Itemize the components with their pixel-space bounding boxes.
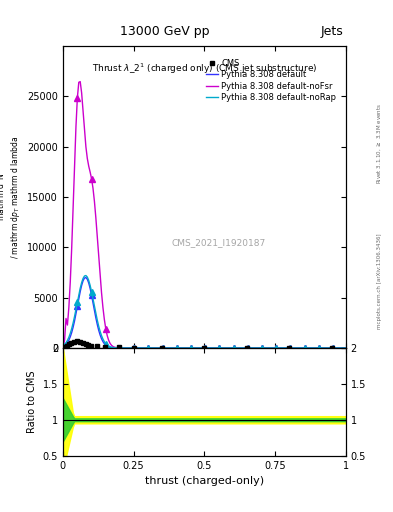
- X-axis label: thrust (charged-only): thrust (charged-only): [145, 476, 264, 486]
- Line: Pythia 8.308 default-noFsr: Pythia 8.308 default-noFsr: [63, 81, 346, 348]
- Text: Jets: Jets: [321, 26, 344, 38]
- Pythia 8.308 default-noRap: [84, 272, 88, 279]
- Pythia 8.308 default-noFsr: [331, 345, 335, 351]
- Pythia 8.308 default-noRap: [343, 345, 348, 351]
- Text: 13000 GeV pp: 13000 GeV pp: [120, 26, 210, 38]
- CMS: [66, 342, 71, 348]
- Line: CMS: CMS: [62, 339, 334, 350]
- Line: Pythia 8.308 default: Pythia 8.308 default: [63, 278, 346, 348]
- CMS: [329, 345, 334, 351]
- CMS: [80, 340, 85, 346]
- Pythia 8.308 default-noRap: [115, 345, 119, 351]
- Pythia 8.308 default-noRap: [321, 345, 325, 351]
- CMS: [63, 344, 68, 350]
- CMS: [131, 345, 136, 351]
- CMS: [94, 344, 99, 350]
- Text: Thrust $\lambda\_2^1$ (charged only) (CMS jet substructure): Thrust $\lambda\_2^1$ (charged only) (CM…: [92, 61, 317, 76]
- Pythia 8.308 default: [72, 318, 77, 324]
- Pythia 8.308 default: [61, 344, 66, 350]
- CMS: [72, 339, 77, 345]
- CMS: [62, 344, 67, 350]
- Pythia 8.308 default: [321, 345, 325, 351]
- Pythia 8.308 default-noFsr: [61, 344, 66, 350]
- CMS: [77, 339, 82, 345]
- CMS: [83, 341, 88, 347]
- Pythia 8.308 default: [138, 345, 142, 351]
- Pythia 8.308 default-noRap: [138, 345, 142, 351]
- Pythia 8.308 default-noFsr: [72, 162, 77, 168]
- Line: Pythia 8.308 default-noRap: Pythia 8.308 default-noRap: [63, 275, 346, 348]
- CMS: [244, 345, 249, 351]
- Y-axis label: $\mathrm{mathrm}$ $\mathrm{d}^2$N
/ $\mathrm{mathrm}$ $\mathrm{d}p_T$ $\mathrm{m: $\mathrm{mathrm}$ $\mathrm{d}^2$N / $\ma…: [0, 135, 22, 259]
- Pythia 8.308 default: [78, 289, 83, 295]
- Pythia 8.308 default: [331, 345, 335, 351]
- CMS: [202, 345, 207, 351]
- CMS: [65, 343, 70, 349]
- Pythia 8.308 default-noRap: [78, 285, 83, 291]
- Text: Rivet 3.1.10, $\geq$ 3.3M events: Rivet 3.1.10, $\geq$ 3.3M events: [375, 103, 383, 184]
- Pythia 8.308 default: [343, 345, 348, 351]
- Y-axis label: Ratio to CMS: Ratio to CMS: [27, 371, 37, 433]
- Pythia 8.308 default-noFsr: [79, 90, 84, 96]
- Pythia 8.308 default-noFsr: [321, 345, 325, 351]
- CMS: [117, 344, 122, 350]
- Pythia 8.308 default: [115, 345, 119, 351]
- CMS: [69, 340, 74, 346]
- Legend: CMS, Pythia 8.308 default, Pythia 8.308 default-noFsr, Pythia 8.308 default-noRa: CMS, Pythia 8.308 default, Pythia 8.308 …: [203, 56, 339, 105]
- Text: mcplots.cern.ch [arXiv:1306.3436]: mcplots.cern.ch [arXiv:1306.3436]: [377, 234, 382, 329]
- Text: CMS_2021_I1920187: CMS_2021_I1920187: [171, 238, 266, 247]
- Pythia 8.308 default-noFsr: [115, 345, 119, 351]
- Pythia 8.308 default-noRap: [61, 343, 66, 349]
- CMS: [160, 345, 164, 351]
- Pythia 8.308 default-noFsr: [343, 345, 348, 351]
- CMS: [75, 338, 79, 345]
- Pythia 8.308 default-noRap: [331, 345, 335, 351]
- Pythia 8.308 default: [84, 274, 88, 281]
- Pythia 8.308 default-noRap: [72, 313, 77, 319]
- CMS: [86, 342, 91, 348]
- CMS: [287, 345, 292, 351]
- CMS: [103, 344, 108, 350]
- Pythia 8.308 default-noFsr: [138, 345, 142, 351]
- CMS: [89, 343, 94, 349]
- Pythia 8.308 default-noFsr: [78, 78, 83, 84]
